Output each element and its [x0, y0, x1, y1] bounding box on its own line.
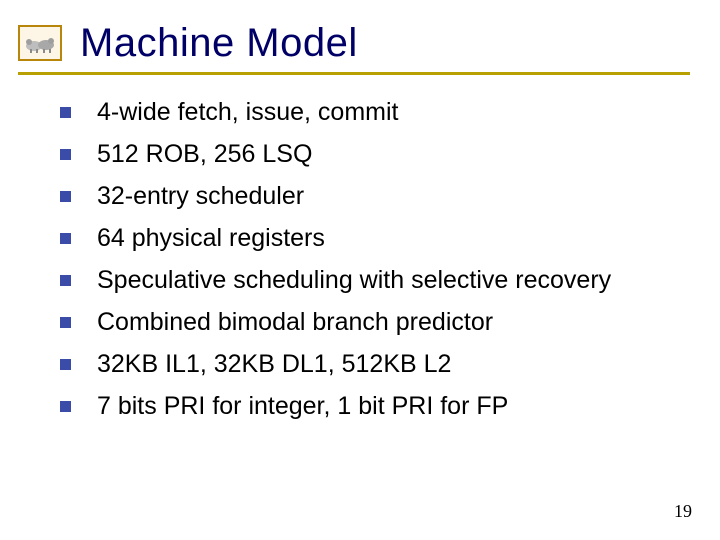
bullet-item: 32-entry scheduler	[60, 180, 680, 212]
square-bullet-icon	[60, 401, 71, 412]
bullet-text: 32-entry scheduler	[97, 180, 304, 212]
page-number: 19	[674, 501, 692, 522]
bullet-item: 512 ROB, 256 LSQ	[60, 138, 680, 170]
bullet-text: Speculative scheduling with selective re…	[97, 264, 611, 296]
slide: Machine Model 4-wide fetch, issue, commi…	[0, 0, 720, 540]
bullet-item: 7 bits PRI for integer, 1 bit PRI for FP	[60, 390, 680, 422]
bullet-text: 64 physical registers	[97, 222, 325, 254]
square-bullet-icon	[60, 317, 71, 328]
slide-body: 4-wide fetch, issue, commit 512 ROB, 256 …	[60, 96, 680, 432]
slide-logo	[18, 25, 62, 61]
square-bullet-icon	[60, 191, 71, 202]
cow-icon	[22, 31, 58, 55]
slide-title: Machine Model	[80, 21, 358, 66]
bullet-text: Combined bimodal branch predictor	[97, 306, 493, 338]
square-bullet-icon	[60, 149, 71, 160]
bullet-text: 7 bits PRI for integer, 1 bit PRI for FP	[97, 390, 508, 422]
square-bullet-icon	[60, 107, 71, 118]
bullet-item: Combined bimodal branch predictor	[60, 306, 680, 338]
bullet-text: 4-wide fetch, issue, commit	[97, 96, 399, 128]
header: Machine Model	[18, 14, 690, 75]
bullet-item: 32KB IL1, 32KB DL1, 512KB L2	[60, 348, 680, 380]
bullet-text: 32KB IL1, 32KB DL1, 512KB L2	[97, 348, 451, 380]
square-bullet-icon	[60, 275, 71, 286]
square-bullet-icon	[60, 233, 71, 244]
square-bullet-icon	[60, 359, 71, 370]
bullet-text: 512 ROB, 256 LSQ	[97, 138, 312, 170]
bullet-item: 4-wide fetch, issue, commit	[60, 96, 680, 128]
bullet-item: Speculative scheduling with selective re…	[60, 264, 680, 296]
bullet-item: 64 physical registers	[60, 222, 680, 254]
